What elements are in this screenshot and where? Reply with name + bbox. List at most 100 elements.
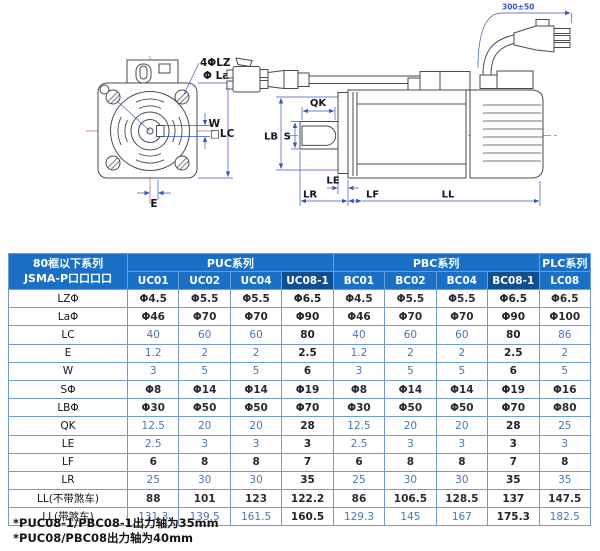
spec-value-cell: Φ70 [487,398,540,418]
spec-value-cell: Φ90 [281,307,334,327]
spec-value-cell: 30 [229,470,283,491]
motor-dimension-drawing: 4ΦLZ Φ La W □LC E [86,3,572,210]
spec-value-cell: 12.5 [332,416,386,436]
spec-value-cell: Φ6.5 [538,288,591,309]
spec-value-cell: 35 [487,470,540,491]
column-header: BC08-1 [487,271,540,290]
spec-value-cell: Φ5.5 [435,288,489,309]
row-label: LC [8,325,128,345]
spec-value-cell: Φ4.5 [126,288,180,309]
spec-value-cell: 3 [487,434,540,454]
row-label: LR [8,470,128,491]
spec-value-cell: 25 [538,416,591,436]
spec-value-cell: 147.5 [538,489,591,509]
spec-value-cell: 2.5 [281,343,334,363]
table-row: LBΦ Φ30 Φ50 Φ50 Φ70 Φ30 Φ50 Φ50 Φ70 Φ80 [8,398,591,418]
spec-value-cell: 28 [281,416,334,436]
dim-label-w: W [209,118,221,130]
spec-value-cell: 1.2 [332,343,386,363]
row-label: LL(不带煞车) [8,489,128,509]
spec-value-cell: 2 [538,343,591,363]
column-header: UC02 [178,271,231,290]
spec-value-cell: Φ46 [332,307,386,327]
spec-value-cell: Φ5.5 [229,288,283,309]
spec-value-cell: Φ50 [229,398,283,418]
spec-value-cell: Φ50 [384,398,437,418]
dimension-spec-table: 80框以下系列 JSMA-P口口口口 PUC系列 PBC系列 PLC系列 UC01 U… [8,253,591,527]
front-view-outline [97,59,198,179]
table-row: SΦ Φ8 Φ14 Φ14 Φ19 Φ8 Φ14 Φ14 Φ19 Φ16 [8,379,591,400]
dim-label-cable-length: 300±50 [502,3,534,12]
spec-value-cell: 35 [281,470,334,491]
table-row: LC 40 60 60 80 40 60 60 80 86 [8,325,591,345]
table-row: LE 2.5 3 3 3 2.5 3 3 3 3 [8,434,591,454]
table-row: QK 12.5 20 20 28 12.5 20 20 28 25 [8,416,591,436]
table-group-row: 80框以下系列 JSMA-P口口口口 PUC系列 PBC系列 PLC系列 [8,253,591,290]
spec-value-cell: Φ70 [229,307,283,327]
spec-value-cell: Φ70 [384,307,437,327]
side-view-dimension-lines [276,10,572,206]
side-view-labels: QK S LB LE LR LF LL 300±50 [264,3,534,201]
spec-value-cell: Φ50 [435,398,489,418]
spec-value-cell: Φ30 [126,398,180,418]
column-header: UC08-1 [281,271,334,290]
footnotes: *PUC08-1/PBC08-1出力轴为35mm *PUC08/PBC08出力轴… [13,516,219,546]
spec-value-cell: 2 [435,343,489,363]
spec-table-body: LZΦ Φ4.5 Φ5.5 Φ5.5 Φ6.5 Φ4.5 Φ5.5 Φ5.5 Φ6.5 Φ6.5 L… [8,288,591,527]
table-row: LaΦ Φ46 Φ70 Φ70 Φ90 Φ46 Φ70 Φ70 Φ90 Φ100 [8,307,591,327]
spec-value-cell: Φ46 [126,307,180,327]
spec-value-cell: 20 [435,416,489,436]
front-view-labels: 4ΦLZ Φ La W □LC E [150,57,234,210]
spec-value-cell: Φ70 [435,307,489,327]
spec-value-cell: 6 [126,452,180,472]
spec-value-cell: 20 [384,416,437,436]
spec-value-cell: 131.3 [126,507,180,527]
spec-value-cell: 88 [126,489,180,509]
spec-value-cell: Φ19 [487,379,540,400]
corner-header-line1: 80框以下系列 [32,257,104,271]
dim-label-s: S [284,132,291,143]
spec-value-cell: 8 [538,452,591,472]
spec-value-cell: 139.5 [178,507,231,527]
spec-value-cell: 86 [332,489,386,509]
spec-value-cell: Φ100 [538,307,591,327]
spec-value-cell: 25 [332,470,386,491]
row-label: LaΦ [8,307,128,327]
spec-value-cell: Φ8 [126,379,180,400]
series-group-header: PLC系列 [538,253,591,272]
spec-value-cell: 80 [281,325,334,345]
row-label: LF [8,452,128,472]
table-row: LL(不带煞车) 88 101 123 122.2 86 106.5 128.5 137 147.… [8,489,591,509]
spec-value-cell: 6 [332,452,386,472]
spec-value-cell: 175.3 [487,507,540,527]
row-label: LBΦ [8,398,128,418]
row-label: LE [8,434,128,454]
spec-value-cell: 7 [281,452,334,472]
table-row: LR 25 30 30 35 25 30 30 35 35 [8,470,591,491]
column-header: BC02 [384,271,437,290]
spec-value-cell: Φ70 [178,307,231,327]
spec-value-cell: 167 [435,507,489,527]
spec-value-cell: 123 [229,489,283,509]
spec-value-cell: Φ70 [281,398,334,418]
spec-value-cell: 60 [384,325,437,345]
spec-value-cell: Φ14 [384,379,437,400]
spec-value-cell: 8 [435,452,489,472]
spec-value-cell: 5 [384,361,437,381]
row-label: SΦ [8,379,128,400]
spec-value-cell: Φ19 [281,379,334,400]
spec-value-cell: 137 [487,489,540,509]
spec-value-cell: 2.5 [332,434,386,454]
spec-value-cell: 28 [487,416,540,436]
spec-value-cell: 5 [538,361,591,381]
spec-value-cell: Φ30 [332,398,386,418]
spec-value-cell: 20 [178,416,231,436]
spec-value-cell: 20 [229,416,283,436]
spec-value-cell: 5 [229,361,283,381]
spec-value-cell: 2 [384,343,437,363]
dim-label-phi-la: Φ La [203,70,229,82]
spec-value-cell: 8 [229,452,283,472]
row-label: E [8,343,128,363]
spec-value-cell: Φ8 [332,379,386,400]
spec-value-cell: 182.5 [538,507,591,527]
